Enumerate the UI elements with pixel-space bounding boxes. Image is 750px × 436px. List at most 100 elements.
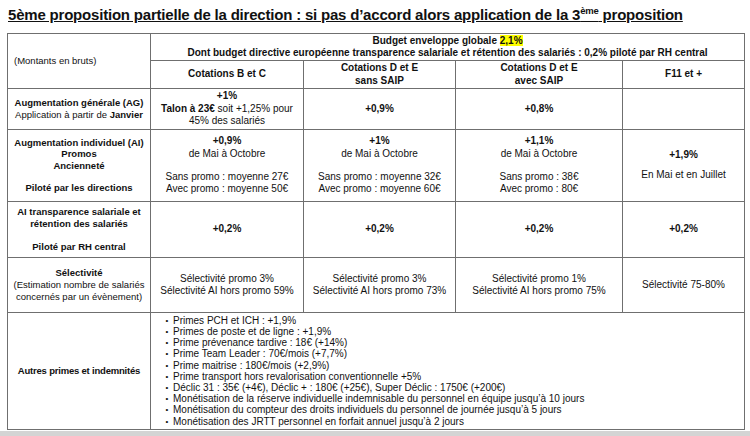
bullet-icon: • (161, 371, 173, 382)
ai-label-footer: Piloté par les directions (11, 182, 147, 194)
budget-line1: Budget enveloppe globale 2,1% (154, 35, 741, 47)
bullet-icon: • (161, 382, 173, 393)
ag-bc-talon: Talon à 23€ (161, 103, 215, 114)
ai-sans-saip-sans-promo: Sans promo : moyenne 32€ (307, 171, 452, 183)
bullet-icon: • (161, 326, 173, 337)
bullet-icon: • (161, 416, 173, 427)
autres-label-title: Autres primes et indemnités (11, 365, 147, 377)
list-item: •Prime prévenance tardive : 18€ (+14%) (161, 337, 742, 348)
selectivite-label-title: Sélectivité (11, 267, 147, 279)
ag-label-line2-prefix: Application à partir de (15, 109, 110, 120)
selectivite-sans-saip-hors-promo: Sélectivité AI hors promo 73% (307, 285, 452, 297)
selectivite-sans-saip-promo: Sélectivité promo 3% (307, 273, 452, 285)
cell-ai-de-avec-saip: +1,1% de Mai à Octobre Sans promo : 38€ … (456, 129, 623, 201)
ai-label-title: Augmentation individuel (AI) (11, 137, 147, 149)
cell-ai-f11: +1,9% En Mai et en Juillet (623, 129, 745, 201)
bullet-icon: • (161, 393, 173, 404)
selectivite-avec-saip-promo: Sélectivité promo 1% (459, 273, 619, 285)
column-header-line1: F11 et + (626, 68, 741, 80)
page-title-tail: proposition (599, 6, 683, 23)
list-item: •Monétisation des JRTT personnel en forf… (161, 416, 742, 427)
cell-ai-de-sans-saip: +1% de Mai à Octobre Sans promo : moyenn… (304, 129, 456, 201)
list-item: •Monétisation du compteur des droits ind… (161, 404, 742, 415)
cell-transparence-de-avec-saip: +0,2% (456, 201, 623, 257)
cell-transparence-f11: +0,2% (623, 201, 745, 257)
column-header-cotations-bc: Cotations B et C (151, 61, 304, 88)
bullet-text: Monétisation des JRTT personnel en forfa… (173, 416, 464, 427)
list-item: •Déclic 31 : 35€ (+4€), Déclic + : 180€ … (161, 382, 742, 393)
bullet-text: Prime Team Leader : 70€/mois (+7,7%) (173, 348, 347, 359)
ai-bc-avec-promo: Avec promo : moyenne 50€ (154, 183, 300, 195)
row-autres-primes: Autres primes et indemnités •Primes PCH … (8, 312, 745, 429)
ag-label-title: Augmentation générale (AG) (11, 97, 147, 109)
cell-selectivite-de-sans-saip: Sélectivité promo 3% Sélectivité AI hors… (304, 257, 456, 312)
row-label-selectivite: Sélectivité (Estimation nombre de salari… (8, 257, 151, 312)
selectivite-f11-value: Sélectivité 75-80% (626, 279, 741, 291)
ai-avec-saip-avec-promo: Avec promo : 80€ (459, 183, 619, 195)
cell-ag-de-sans-saip: +0,9% (304, 88, 456, 129)
ai-avec-saip-percent: +1,1% (459, 135, 619, 147)
cell-selectivite-bc: Sélectivité promo 3% Sélectivité AI hors… (151, 257, 304, 312)
list-item: •Primes de poste et de ligne : +1,9% (161, 326, 742, 337)
list-item: •Prime maitrise : 180€/mois (+2,9%) (161, 360, 742, 371)
bullet-text: Prime maitrise : 180€/mois (+2,9%) (173, 360, 329, 371)
list-item: •Monétisation de la réserve individuelle… (161, 393, 742, 404)
cell-ai-bc: +0,9% de Mai à Octobre Sans promo : moye… (151, 129, 304, 201)
selectivite-bc-hors-promo: Sélectivité AI hors promo 59% (154, 285, 300, 297)
column-header-de-avec-saip: Cotations D et E avec SAIP (456, 61, 623, 88)
budget-line1-text: Budget enveloppe globale (373, 35, 500, 46)
proposition-table: (Montants en bruts) Budget enveloppe glo… (7, 33, 745, 430)
cell-ag-bc: +1% Talon à 23€ soit +1,25% pour 45% des… (151, 88, 304, 129)
corner-cell: (Montants en bruts) (8, 34, 151, 89)
ag-bc-detail: Talon à 23€ soit +1,25% pour 45% des sal… (154, 103, 300, 127)
row-ai-transparence: AI transparence salariale et rétention d… (8, 201, 745, 257)
row-augmentation-individuel: Augmentation individuel (AI) Promos Anci… (8, 129, 745, 201)
bullet-text: Primes de poste et de ligne : +1,9% (173, 326, 331, 337)
ag-label-line2: Application à partir de Janvier (11, 109, 147, 121)
transparence-label-footer: Piloté par RH central (11, 241, 147, 253)
document-page: { "page": { "title_part1": "5ème proposi… (0, 0, 750, 436)
bullet-text: Monétisation de la réserve individuelle … (173, 393, 584, 404)
ai-sans-saip-percent: +1% (307, 135, 452, 147)
page-bottom-edge (0, 431, 750, 436)
page-title-superscript: ème (580, 5, 598, 16)
bullet-text: Déclic 31 : 35€ (+4€), Déclic + : 180€ (… (173, 382, 505, 393)
column-header-f11: F11 et + (623, 61, 745, 88)
bullet-icon: • (161, 348, 173, 359)
list-item: •Primes PCH et ICH : +1,9% (161, 315, 742, 326)
cell-selectivite-de-avec-saip: Sélectivité promo 1% Sélectivité AI hors… (456, 257, 623, 312)
ai-bc-period: de Mai à Octobre (154, 148, 300, 160)
page-title-main: 5ème proposition partielle de la directi… (8, 6, 580, 23)
bullet-icon: • (161, 315, 173, 326)
selectivite-label-sub2: concernés par un évènement) (11, 291, 147, 303)
transparence-label-line1: AI transparence salariale et (11, 206, 147, 218)
cell-selectivite-f11: Sélectivité 75-80% (623, 257, 745, 312)
ai-sans-saip-period: de Mai à Octobre (307, 148, 452, 160)
bullet-text: Primes PCH et ICH : +1,9% (173, 315, 296, 326)
cell-ag-f11 (623, 88, 745, 129)
bullet-text: Prime transport hors revalorisation conv… (173, 371, 421, 382)
budget-header-cell: Budget enveloppe globale 2,1% Dont budge… (151, 34, 745, 61)
bullet-text: Prime prévenance tardive : 18€ (+14%) (173, 337, 347, 348)
ai-label-promos: Promos (11, 148, 147, 160)
column-header-line1: Cotations D et E (459, 62, 619, 74)
row-label-autres: Autres primes et indemnités (8, 312, 151, 429)
ai-label-anciennete: Ancienneté (11, 160, 147, 172)
ai-avec-saip-period: de Mai à Octobre (459, 148, 619, 160)
cell-autres-primes-list: •Primes PCH et ICH : +1,9%•Primes de pos… (151, 312, 745, 429)
ai-sans-saip-avec-promo: Avec promo : moyenne 60€ (307, 183, 452, 195)
ag-label-line2-bold: Janvier (110, 109, 143, 120)
ai-f11-period: En Mai et en Juillet (626, 169, 741, 181)
ai-bc-sans-promo: Sans promo : moyenne 27€ (154, 171, 300, 183)
cell-ag-de-avec-saip: +0,8% (456, 88, 623, 129)
bullet-icon: • (161, 404, 173, 415)
cell-transparence-bc: +0,2% (151, 201, 304, 257)
bullet-text: Monétisation du compteur des droits indi… (173, 404, 562, 415)
ag-bc-percent: +1% (154, 90, 300, 102)
ai-bc-percent: +0,9% (154, 135, 300, 147)
page-title: 5ème proposition partielle de la directi… (8, 5, 750, 23)
budget-highlight: 2,1% (500, 35, 523, 46)
bullet-icon: • (161, 360, 173, 371)
ai-avec-saip-sans-promo: Sans promo : 38€ (459, 171, 619, 183)
selectivite-bc-promo: Sélectivité promo 3% (154, 273, 300, 285)
